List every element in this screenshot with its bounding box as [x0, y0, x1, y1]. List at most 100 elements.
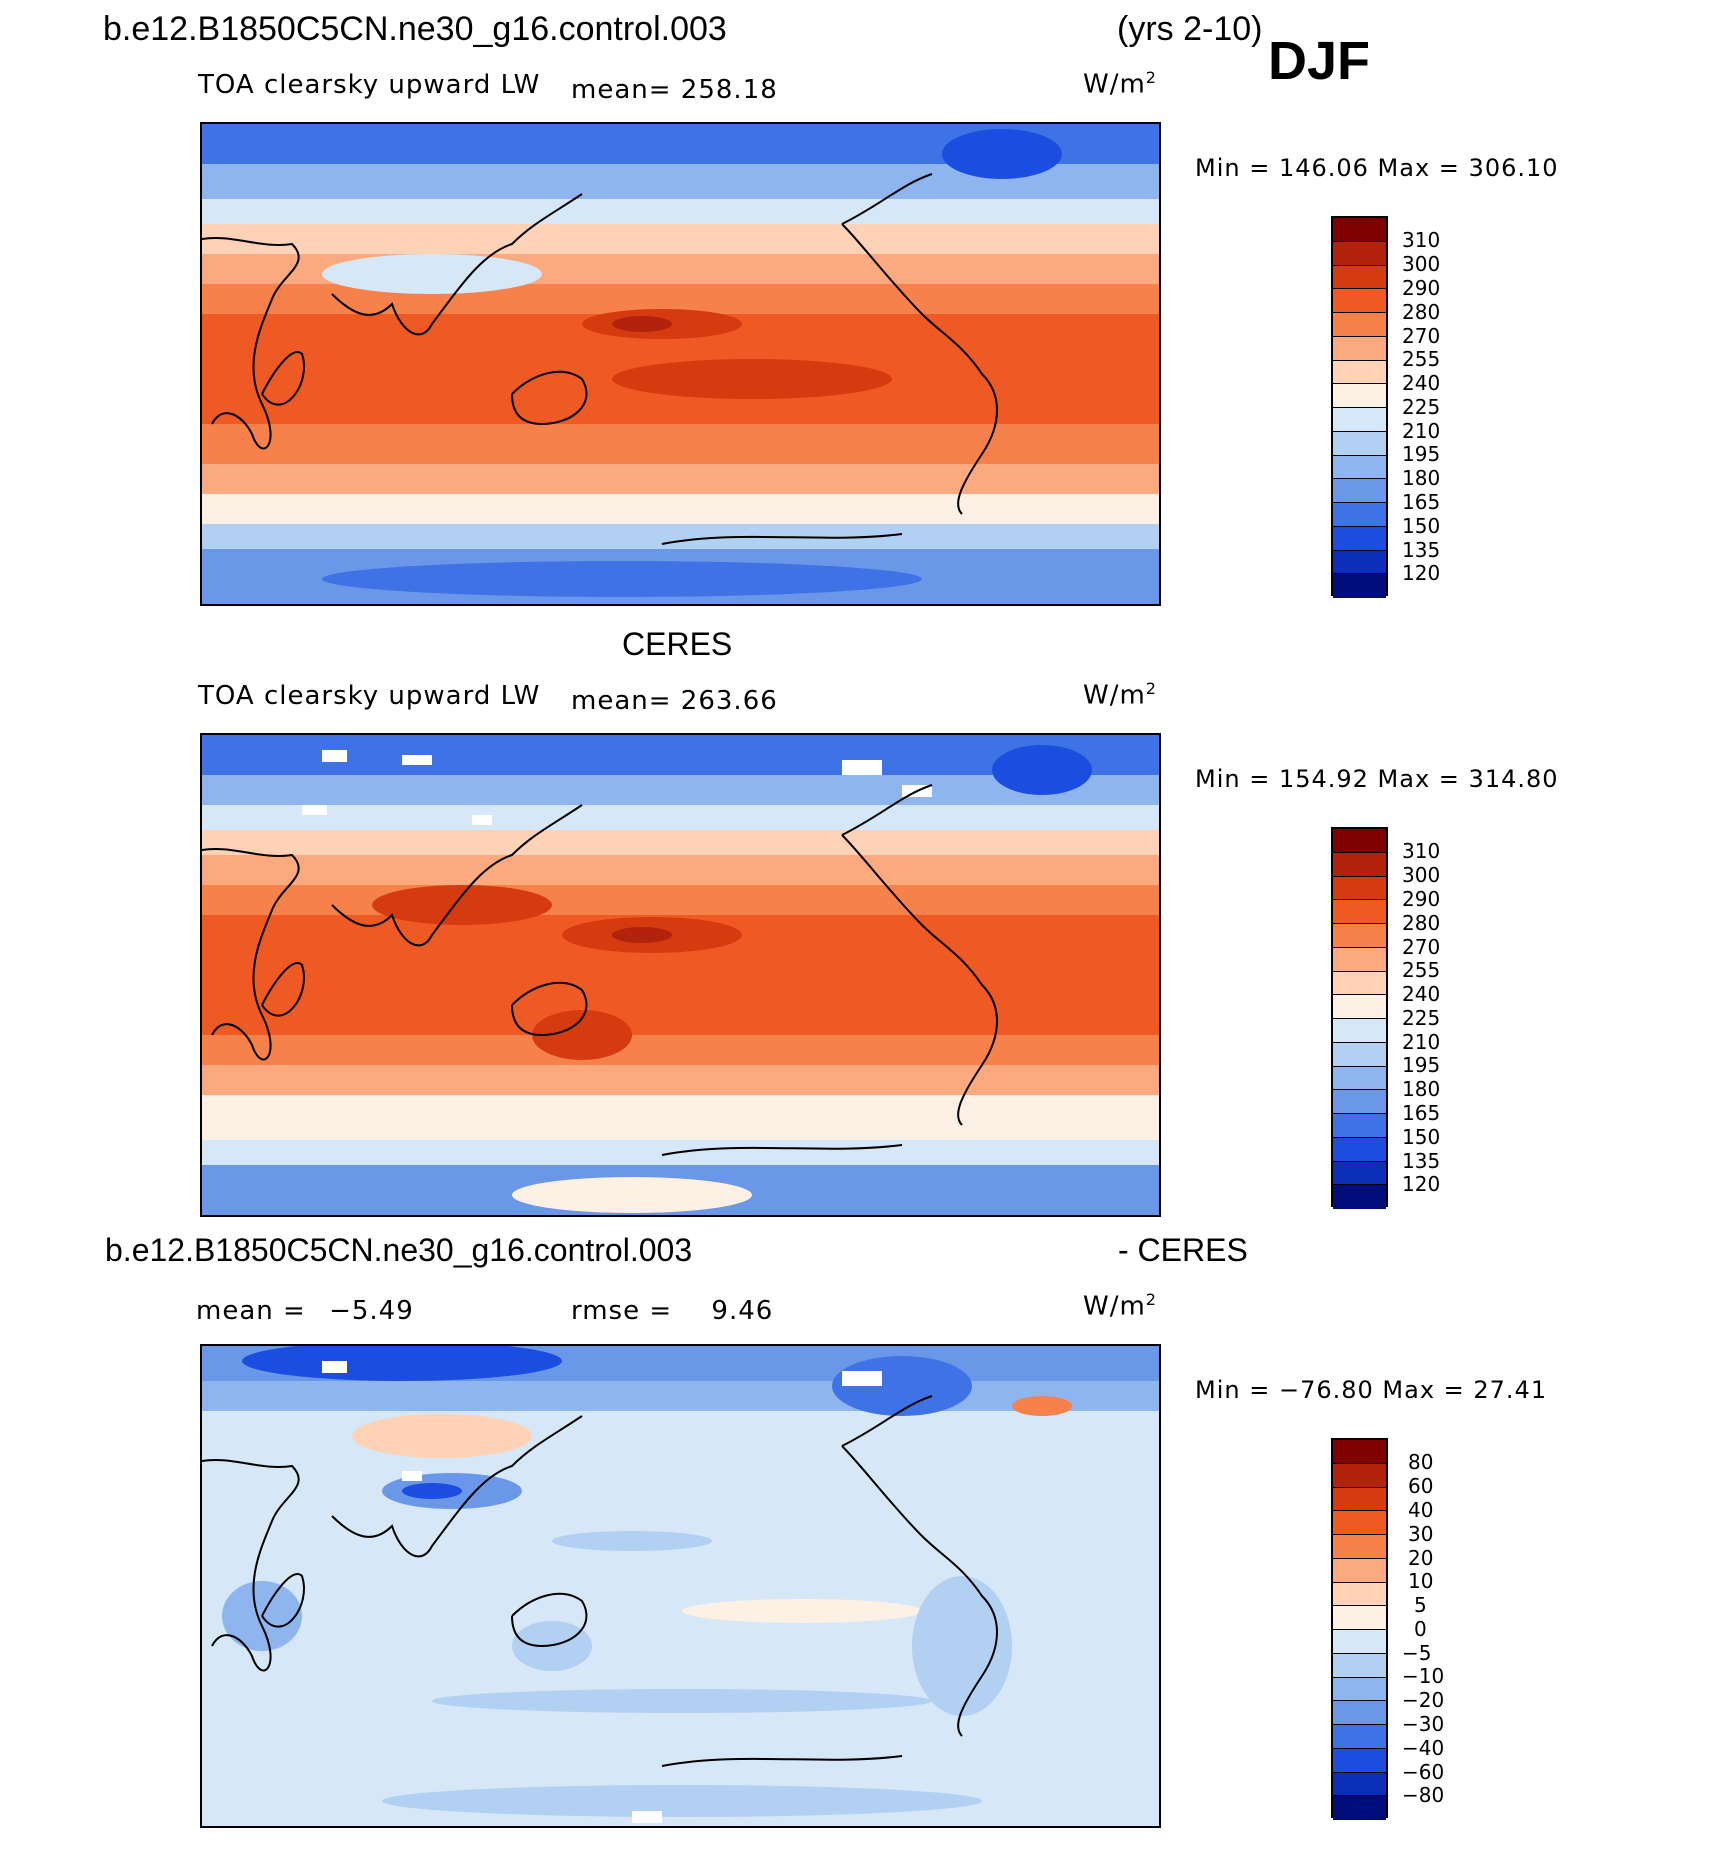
panel2-tick: 300	[1402, 863, 1441, 887]
panel1-mean-value: 258.18	[680, 75, 778, 105]
panel1-tick: 240	[1402, 371, 1441, 395]
panel1-colorbar-swatch	[1333, 384, 1386, 408]
panel1-tick: 225	[1402, 395, 1441, 419]
panel2-tick: 280	[1402, 911, 1441, 935]
panel1-colorbar-swatch	[1333, 360, 1386, 385]
panel3-colorbar-swatch	[1333, 1463, 1386, 1488]
panel2-tick: 255	[1402, 958, 1441, 982]
panel3-tick: 40	[1408, 1498, 1434, 1522]
panel3-rmse: rmse = 9.46	[571, 1296, 773, 1326]
panel3-colorbar-swatch	[1333, 1772, 1386, 1797]
panel3-colorbar-swatch	[1333, 1582, 1386, 1607]
panel1-tick: 280	[1402, 300, 1441, 324]
panel1-colorbar-swatch	[1333, 455, 1386, 480]
panel1-colorbar-swatch	[1333, 408, 1386, 432]
panel3-tick: −40	[1402, 1736, 1445, 1760]
panel3-tick: −60	[1402, 1760, 1445, 1784]
panel1-colorbar-swatch	[1333, 526, 1386, 551]
panel1-colorbar-swatch	[1333, 574, 1386, 598]
panel3-rmse-label: rmse =	[571, 1296, 673, 1326]
panel2-colorbar-swatch	[1333, 1161, 1386, 1186]
panel2-colorbar-swatch	[1333, 900, 1386, 924]
panel3-colorbar-swatch	[1333, 1796, 1386, 1820]
panel1-colorbar-swatch	[1333, 336, 1386, 361]
panel3-minmax: Min = −76.80 Max = 27.41	[1195, 1376, 1548, 1404]
panel1-tick: 210	[1402, 419, 1441, 443]
panel2-colorbar-swatch	[1333, 852, 1386, 877]
panel2-map	[200, 733, 1161, 1217]
panel1-colorbar-swatch	[1333, 431, 1386, 456]
panel1-colorbar-swatch	[1333, 479, 1386, 503]
panel2-colorbar-swatch	[1333, 876, 1386, 901]
panel1-tick: 290	[1402, 276, 1441, 300]
panel2-colorbar-swatch	[1333, 1042, 1386, 1067]
panel3-colorbar-swatch	[1333, 1511, 1386, 1535]
panel2-tick: 135	[1402, 1149, 1441, 1173]
panel2-colorbar-swatch	[1333, 1137, 1386, 1162]
panel1-minmax: Min = 146.06 Max = 306.10	[1195, 154, 1559, 182]
panel1-tick: 180	[1402, 466, 1441, 490]
panel1-colorbar-swatch	[1333, 289, 1386, 313]
panel3-tick: 10	[1408, 1569, 1434, 1593]
panel2-colorbar-swatch	[1333, 947, 1386, 972]
panel3-colorbar-swatch	[1333, 1440, 1386, 1464]
panel2-tick: 210	[1402, 1030, 1441, 1054]
panel2-tick: 165	[1402, 1101, 1441, 1125]
panel3-colorbar-swatch	[1333, 1558, 1386, 1583]
panel2-variable: TOA clearsky upward LW	[198, 681, 541, 711]
panel1-colorbar-swatch	[1333, 503, 1386, 527]
panel3-rmse-value: 9.46	[711, 1296, 774, 1326]
panel3-tick: −80	[1402, 1783, 1445, 1807]
panel3-title-right: - CERES	[1118, 1232, 1248, 1268]
panel2-mean-value: 263.66	[680, 686, 778, 716]
panel3-colorbar-swatch	[1333, 1606, 1386, 1630]
panel1-mean: mean= 258.18	[571, 75, 778, 105]
panel3-colorbar	[1331, 1438, 1388, 1820]
panel3-colorbar-swatch	[1333, 1701, 1386, 1725]
panel1-tick: 165	[1402, 490, 1441, 514]
panel1-colorbar	[1331, 216, 1388, 598]
panel3-tick: 60	[1408, 1474, 1434, 1498]
panel2-colorbar-swatch	[1333, 1114, 1386, 1138]
panel3-colorbar-swatch	[1333, 1535, 1386, 1559]
panel3-tick: −10	[1402, 1664, 1445, 1688]
season-label: DJF	[1268, 31, 1371, 91]
panel1-tick: 135	[1402, 538, 1441, 562]
panel1-colorbar-swatch	[1333, 265, 1386, 290]
panel3-map	[200, 1344, 1161, 1828]
panel3-mean: mean = −5.49	[196, 1296, 414, 1326]
panel3-mean-value: −5.49	[329, 1296, 414, 1326]
panel1-tick: 150	[1402, 514, 1441, 538]
panel3-tick: 5	[1414, 1593, 1427, 1617]
panel3-colorbar-swatch	[1333, 1487, 1386, 1512]
panel3-tick: 20	[1408, 1546, 1434, 1570]
panel3-tick: −5	[1402, 1641, 1432, 1665]
panel2-colorbar	[1331, 827, 1388, 1209]
panel2-title: CERES	[622, 626, 733, 662]
panel3-tick: 30	[1408, 1522, 1434, 1546]
panel1-units: W/m2	[1083, 68, 1157, 100]
panel2-tick: 240	[1402, 982, 1441, 1006]
panel1-tick: 300	[1402, 252, 1441, 276]
case-title: b.e12.B1850C5CN.ne30_g16.control.003	[103, 10, 727, 48]
panel2-units: W/m2	[1083, 679, 1157, 711]
panel2-colorbar-swatch	[1333, 1185, 1386, 1209]
panel1-tick: 195	[1402, 442, 1441, 466]
panel3-colorbar-swatch	[1333, 1748, 1386, 1773]
panel1-tick: 270	[1402, 324, 1441, 348]
panel2-minmax: Min = 154.92 Max = 314.80	[1195, 765, 1559, 793]
panel3-tick: 80	[1408, 1450, 1434, 1474]
panel1-colorbar-swatch	[1333, 241, 1386, 266]
panel3-colorbar-swatch	[1333, 1630, 1386, 1654]
panel2-colorbar-swatch	[1333, 971, 1386, 996]
panel2-tick: 120	[1402, 1172, 1441, 1196]
panel2-tick: 180	[1402, 1077, 1441, 1101]
panel2-colorbar-swatch	[1333, 995, 1386, 1019]
panel1-colorbar-swatch	[1333, 313, 1386, 337]
panel2-tick: 225	[1402, 1006, 1441, 1030]
panel1-tick: 310	[1402, 228, 1441, 252]
panel3-colorbar-swatch	[1333, 1677, 1386, 1702]
panel1-tick: 120	[1402, 561, 1441, 585]
panel1-colorbar-swatch	[1333, 550, 1386, 575]
panel2-mean: mean= 263.66	[571, 686, 778, 716]
